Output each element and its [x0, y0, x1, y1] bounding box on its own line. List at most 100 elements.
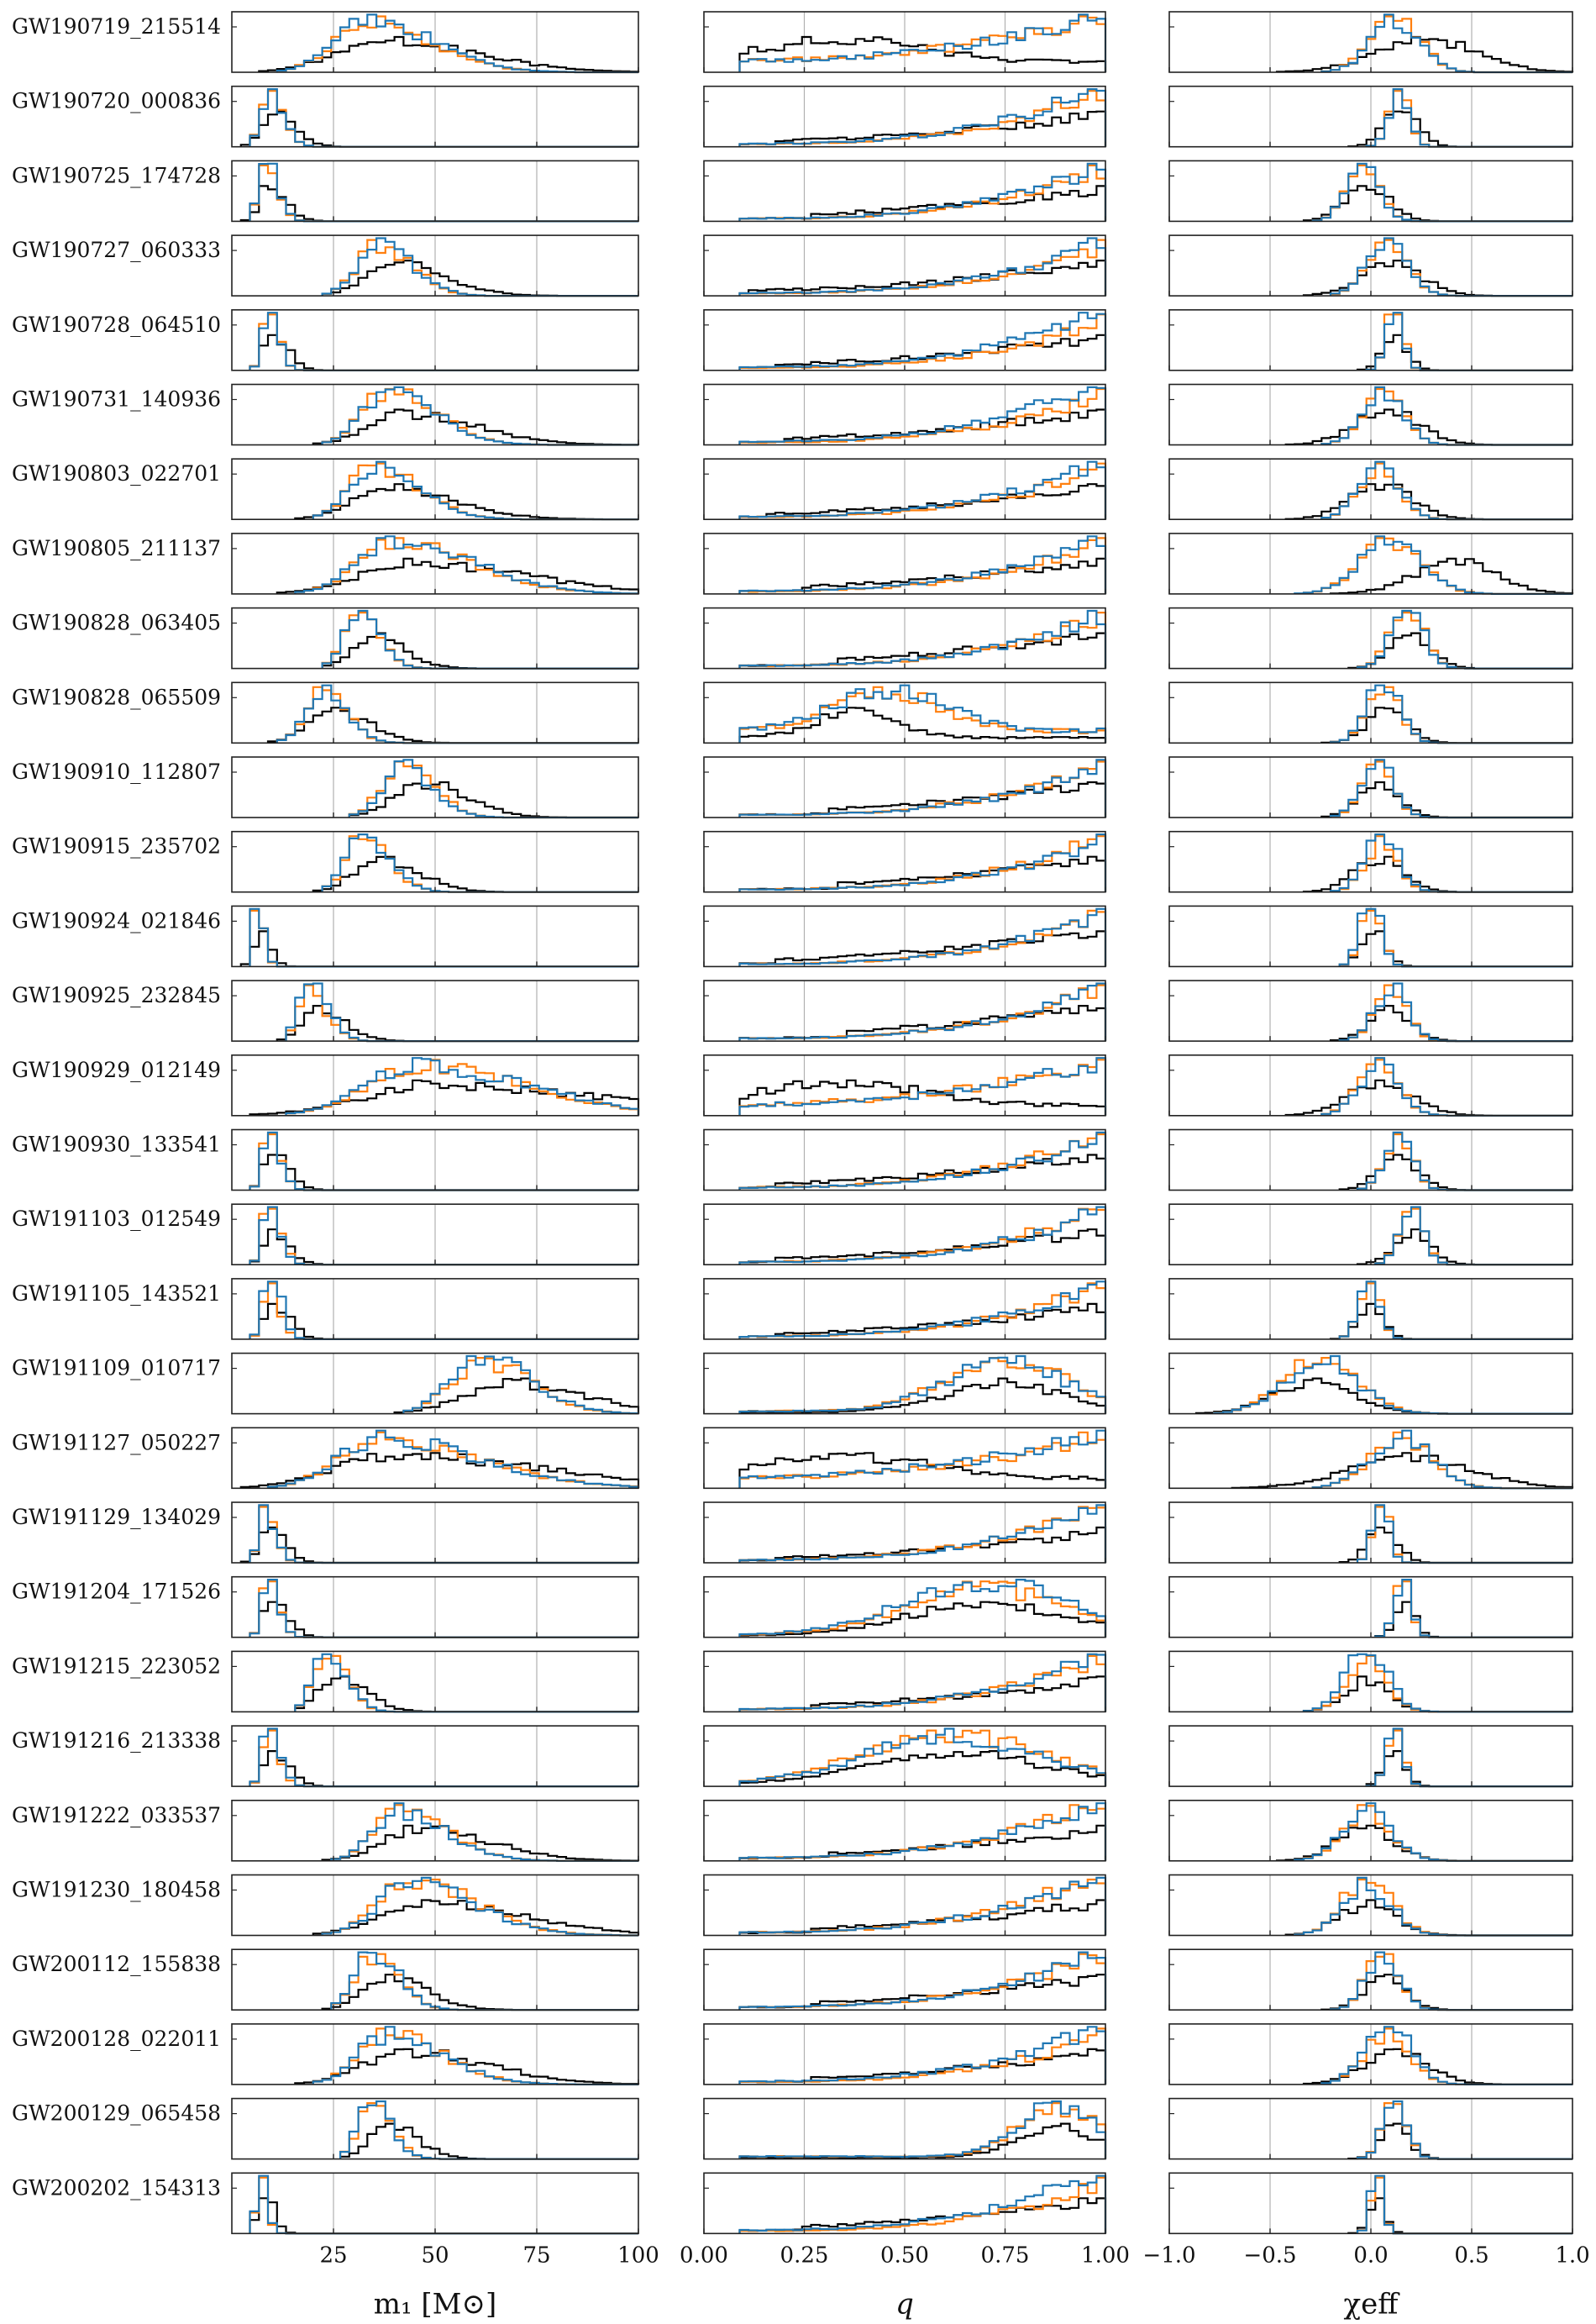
histogram-series: [294, 1675, 638, 1713]
histogram-series: [1374, 1579, 1572, 1638]
histogram-series: [738, 984, 1107, 1042]
histogram-series: [738, 313, 1107, 371]
event-label: GW191222_033537: [12, 1803, 221, 1827]
event-label: GW191204_171526: [12, 1580, 221, 1604]
histogram-series: [321, 1876, 638, 1937]
histogram-series: [1365, 313, 1572, 371]
histogram-panel-m1: [231, 1800, 640, 1862]
histogram-series: [321, 239, 638, 297]
histogram-series: [321, 237, 638, 297]
histogram-series: [738, 13, 1107, 72]
histogram-series: [738, 537, 1107, 594]
histogram-panel-m1: [231, 681, 639, 744]
histogram-series: [294, 535, 640, 595]
event-label: GW191127_050227: [12, 1430, 221, 1454]
histogram-panel-m1: [231, 756, 639, 819]
histogram-panel-q: [703, 1054, 1107, 1117]
histogram-panel-q: [703, 2023, 1107, 2085]
histogram-panel-m1: [231, 308, 639, 371]
histogram-panel-m1: [231, 458, 639, 521]
histogram-panel-m1: [231, 1874, 640, 1937]
histogram-panel-m1: [231, 11, 640, 74]
histogram-panel-m1: [231, 1725, 639, 1788]
histogram-series: [1365, 1750, 1572, 1788]
histogram-series: [738, 386, 1107, 445]
histogram-panel-m1: [231, 1575, 639, 1638]
histogram-series: [1311, 1431, 1572, 1490]
histogram-series: [249, 1131, 638, 1191]
histogram-series: [330, 1802, 638, 1862]
histogram-series: [738, 1504, 1107, 1563]
histogram-series: [738, 1727, 1107, 1787]
tick-label: 0.5: [1454, 2243, 1488, 2268]
histogram-series: [249, 1579, 638, 1638]
histogram-series: [738, 1526, 1107, 1563]
histogram-series: [1365, 90, 1572, 148]
histogram-panel-q: [703, 1948, 1107, 2011]
histogram-series: [266, 1429, 640, 1489]
histogram-series: [738, 1357, 1107, 1414]
histogram-series: [738, 1302, 1107, 1339]
histogram-series: [1365, 1729, 1572, 1788]
tick-label: 25: [319, 2243, 347, 2268]
histogram-series: [249, 1504, 638, 1564]
histogram-series: [738, 408, 1107, 445]
histogram-series: [249, 1207, 638, 1266]
histogram-series: [294, 2048, 640, 2085]
histogram-series: [738, 907, 1107, 967]
tick-label: 0.50: [880, 2243, 929, 2268]
histogram-series: [1302, 1675, 1572, 1713]
histogram-series: [1320, 387, 1572, 446]
histogram-panel-q: [703, 383, 1107, 446]
histogram-series: [1320, 781, 1572, 819]
histogram-series: [1338, 930, 1572, 968]
histogram-series: [738, 88, 1107, 147]
histogram-series: [249, 1154, 638, 1191]
histogram-panel-chi: [1168, 1874, 1573, 1937]
histogram-panel-chi: [1168, 681, 1573, 744]
histogram-series: [738, 164, 1107, 222]
histogram-panel-chi: [1168, 1650, 1573, 1713]
histogram-series: [1329, 684, 1572, 744]
histogram-panel-m1: [231, 160, 639, 223]
histogram-panel-chi: [1168, 533, 1574, 595]
histogram-series: [738, 707, 1107, 744]
tick-label: 0.75: [981, 2243, 1030, 2268]
histogram-series: [738, 1878, 1107, 1936]
histogram-panel-q: [703, 756, 1107, 818]
histogram-series: [738, 1154, 1107, 1191]
histogram-series: [738, 632, 1107, 669]
histogram-series: [1329, 237, 1572, 297]
event-label: GW190828_063405: [12, 611, 221, 635]
histogram-series: [294, 1654, 638, 1713]
histogram-series: [249, 1601, 638, 1638]
histogram-panel-m1: [231, 1352, 640, 1415]
histogram-panel-q: [703, 681, 1107, 744]
tick-label: 0.00: [680, 2243, 728, 2268]
event-label: GW190731_140936: [12, 387, 221, 412]
histogram-panel-q: [703, 1352, 1107, 1415]
histogram-series: [738, 535, 1107, 594]
histogram-panel-q: [703, 607, 1107, 670]
histogram-panel-q: [703, 830, 1107, 893]
histogram-series: [738, 1206, 1107, 1265]
histogram-panel-m1: [231, 905, 639, 968]
histogram-panel-m1: [231, 830, 639, 893]
histogram-series: [1302, 1654, 1572, 1713]
histogram-panel-m1: [231, 533, 640, 595]
histogram-panel-chi: [1168, 308, 1573, 371]
histogram-series: [738, 833, 1107, 892]
histogram-series: [1347, 2197, 1572, 2235]
tick-label: 50: [421, 2243, 449, 2268]
histogram-series: [276, 557, 640, 594]
histogram-panel-m1: [231, 85, 639, 148]
histogram-series: [312, 2026, 638, 2085]
histogram-series: [321, 386, 638, 446]
histogram-series: [738, 462, 1107, 520]
histogram-series: [249, 1133, 638, 1191]
histogram-series: [738, 2048, 1107, 2085]
event-label: GW190828_065509: [12, 685, 221, 709]
histogram-series: [738, 1675, 1107, 1712]
histogram-series: [321, 260, 638, 297]
